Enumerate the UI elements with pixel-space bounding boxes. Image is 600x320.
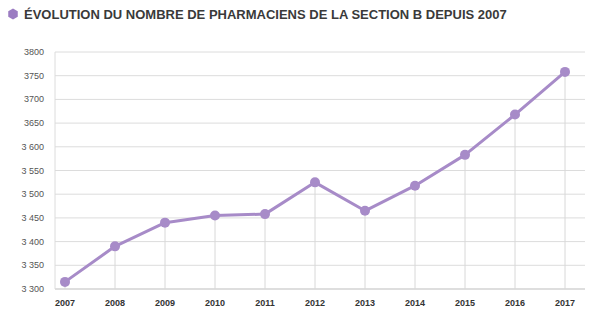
title-bullet xyxy=(8,9,18,20)
grid-line xyxy=(55,241,585,242)
y-tick-label: 3 300 xyxy=(21,284,44,294)
y-tick-label: 3 550 xyxy=(21,166,44,176)
x-tick-label: 2009 xyxy=(155,298,175,308)
x-tick-label: 2015 xyxy=(455,298,475,308)
drop-line xyxy=(315,182,316,289)
chart-container: ÉVOLUTION DU NOMBRE DE PHARMACIENS DE LA… xyxy=(0,0,600,320)
grid-line xyxy=(55,217,585,218)
y-tick-label: 3 500 xyxy=(21,189,44,199)
data-point xyxy=(560,67,570,77)
y-tick-label: 3 350 xyxy=(21,260,44,270)
drop-line xyxy=(415,186,416,289)
grid-line xyxy=(55,265,585,266)
y-tick-label: 3 600 xyxy=(21,142,44,152)
grid-line xyxy=(55,52,585,53)
chart-title: ÉVOLUTION DU NOMBRE DE PHARMACIENS DE LA… xyxy=(24,7,507,22)
grid-line xyxy=(55,75,585,76)
drop-line xyxy=(365,211,366,289)
data-point xyxy=(60,277,70,287)
drop-line xyxy=(115,246,116,289)
x-tick-label: 2012 xyxy=(305,298,325,308)
chart-svg: ÉVOLUTION DU NOMBRE DE PHARMACIENS DE LA… xyxy=(0,0,600,320)
data-point xyxy=(460,150,470,160)
x-tick-label: 2010 xyxy=(205,298,225,308)
y-axis-line xyxy=(55,52,56,289)
x-tick-label: 2016 xyxy=(505,298,525,308)
drop-line xyxy=(165,223,166,289)
y-tick-label: 3800 xyxy=(24,47,44,57)
drop-line xyxy=(465,155,466,289)
y-tick-label: 3750 xyxy=(24,71,44,81)
x-tick-label: 2014 xyxy=(405,298,425,308)
data-group xyxy=(60,67,570,289)
y-tick-label: 3700 xyxy=(24,94,44,104)
y-grid xyxy=(55,52,585,289)
grid-line xyxy=(55,194,585,195)
data-point xyxy=(310,177,320,187)
y-tick-label: 3 450 xyxy=(21,213,44,223)
grid-line xyxy=(55,99,585,100)
data-point xyxy=(210,211,220,221)
data-point xyxy=(410,181,420,191)
x-axis-line xyxy=(55,289,585,290)
drop-line xyxy=(265,214,266,289)
drop-line xyxy=(565,72,566,289)
grid-line xyxy=(55,289,585,290)
data-point xyxy=(510,110,520,120)
x-tick-label: 2017 xyxy=(555,298,575,308)
drop-line xyxy=(515,115,516,289)
grid-line xyxy=(55,146,585,147)
drop-line xyxy=(215,216,216,289)
x-tick-label: 2013 xyxy=(355,298,375,308)
data-line xyxy=(65,72,565,282)
y-tick-label: 3650 xyxy=(24,118,44,128)
x-tick-label: 2008 xyxy=(105,298,125,308)
x-tick-label: 2007 xyxy=(55,298,75,308)
data-point xyxy=(160,218,170,228)
data-point xyxy=(360,206,370,216)
data-point xyxy=(260,209,270,219)
grid-line xyxy=(55,170,585,171)
data-point xyxy=(110,241,120,251)
y-tick-label: 3 400 xyxy=(21,237,44,247)
x-tick-label: 2011 xyxy=(255,298,275,308)
